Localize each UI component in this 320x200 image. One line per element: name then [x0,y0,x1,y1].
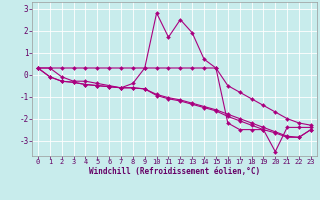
X-axis label: Windchill (Refroidissement éolien,°C): Windchill (Refroidissement éolien,°C) [89,167,260,176]
